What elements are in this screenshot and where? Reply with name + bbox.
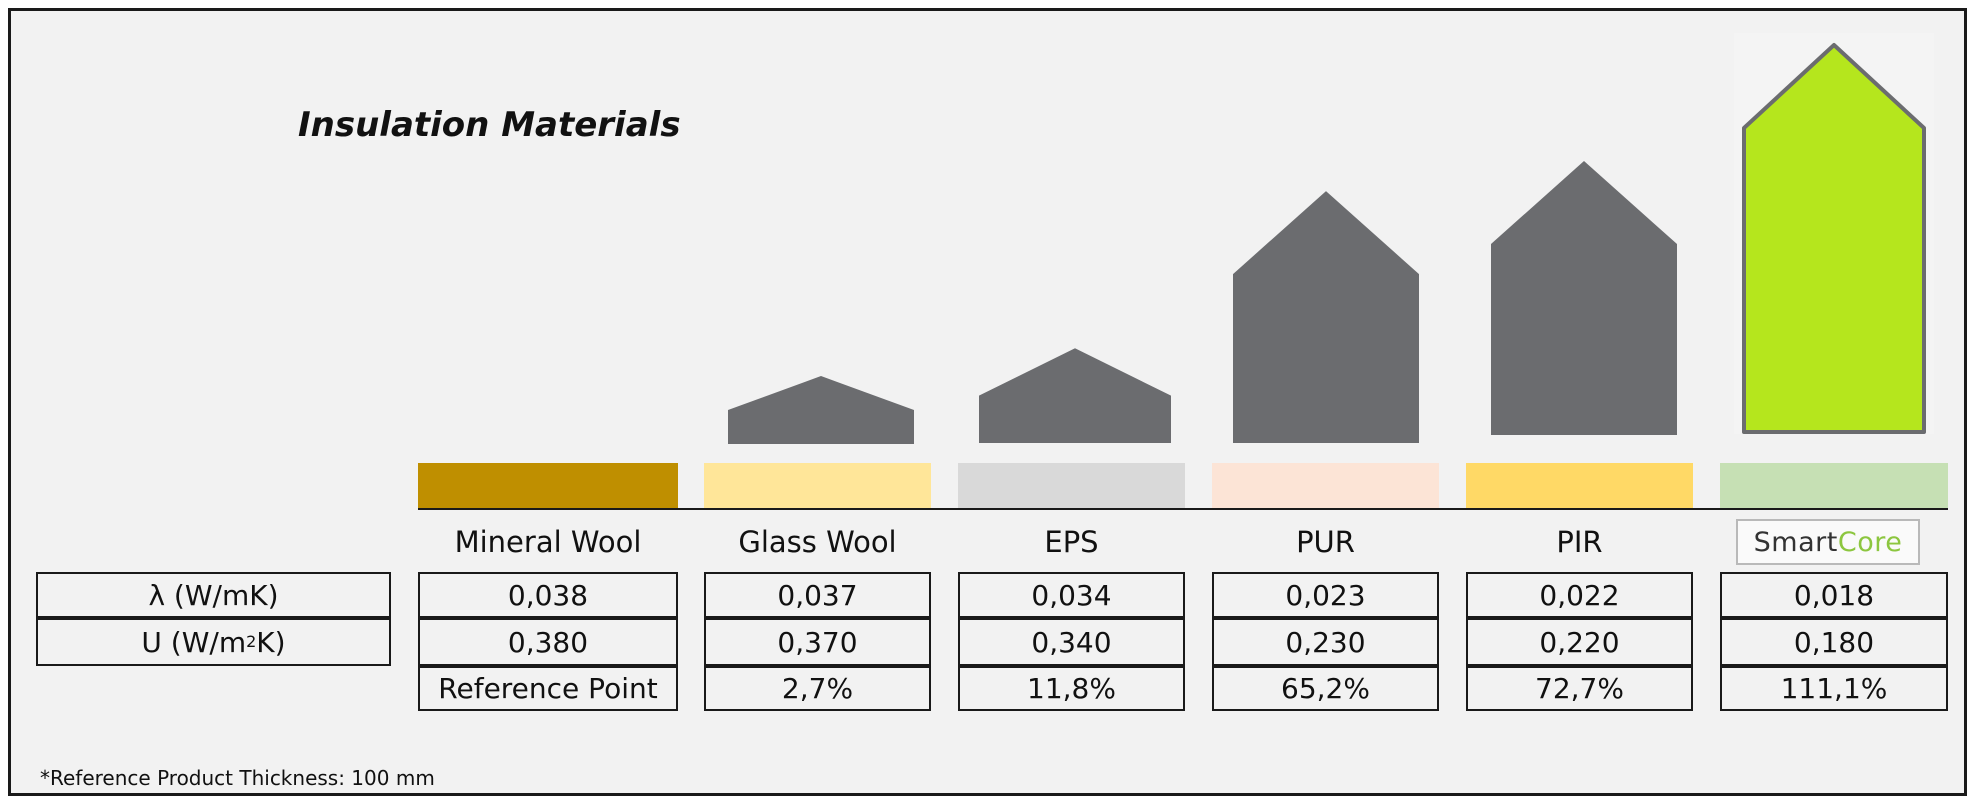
swatch-eps <box>958 463 1185 508</box>
house-bar-pur <box>1233 191 1419 443</box>
cell-lambda-smartcore: 0,018 <box>1720 572 1948 618</box>
cell-u-smartcore: 0,180 <box>1720 618 1948 666</box>
cell-improvement-eps: 11,8% <box>958 666 1185 711</box>
cell-improvement-smartcore: 111,1% <box>1720 666 1948 711</box>
label-mineral-wool: Mineral Wool <box>454 525 642 559</box>
swatch-glass-wool <box>704 463 931 508</box>
brand-core-re: re <box>1874 526 1903 558</box>
brand-core-c: C <box>1837 526 1858 558</box>
cell-improvement-mineral-wool: Reference Point <box>418 666 678 711</box>
brand-smart: Smart <box>1753 526 1838 558</box>
u-suffix: K) <box>256 625 286 659</box>
label-glass-wool: Glass Wool <box>738 525 897 559</box>
cell-u-pir: 0,220 <box>1466 618 1693 666</box>
swatch-mineral-wool <box>418 463 678 508</box>
cell-u-pur: 0,230 <box>1212 618 1439 666</box>
swatch-pur <box>1212 463 1439 508</box>
label-pur: PUR <box>1296 525 1355 559</box>
house-bar-pir <box>1491 161 1677 435</box>
cell-improvement-pur: 65,2% <box>1212 666 1439 711</box>
cell-u-glass-wool: 0,370 <box>704 618 931 666</box>
cell-lambda-mineral-wool: 0,038 <box>418 572 678 618</box>
cell-improvement-glass-wool: 2,7% <box>704 666 931 711</box>
label-pir: PIR <box>1556 525 1603 559</box>
cell-improvement-pir: 72,7% <box>1466 666 1693 711</box>
cell-lambda-glass-wool: 0,037 <box>704 572 931 618</box>
chart-title: Insulation Materials <box>298 105 681 145</box>
house-bar-smartcore <box>1734 33 1934 434</box>
swatch-pir <box>1466 463 1693 508</box>
footnote: *Reference Product Thickness: 100 mm <box>40 766 435 790</box>
swatch-smartcore <box>1720 463 1948 508</box>
cell-u-mineral-wool: 0,380 <box>418 618 678 666</box>
brand-core-o: o <box>1857 526 1875 558</box>
row-label-u-value: U (W/m 2 K) <box>36 618 391 666</box>
house-bar-eps <box>979 348 1171 443</box>
u-prefix: U (W/m <box>141 625 247 659</box>
cell-lambda-eps: 0,034 <box>958 572 1185 618</box>
cell-lambda-pur: 0,023 <box>1212 572 1439 618</box>
cell-lambda-pir: 0,022 <box>1466 572 1693 618</box>
row-label-lambda: λ (W/mK) <box>36 572 391 618</box>
label-eps: EPS <box>1044 525 1099 559</box>
cell-u-eps: 0,340 <box>958 618 1185 666</box>
house-bar-glass-wool <box>728 376 914 444</box>
